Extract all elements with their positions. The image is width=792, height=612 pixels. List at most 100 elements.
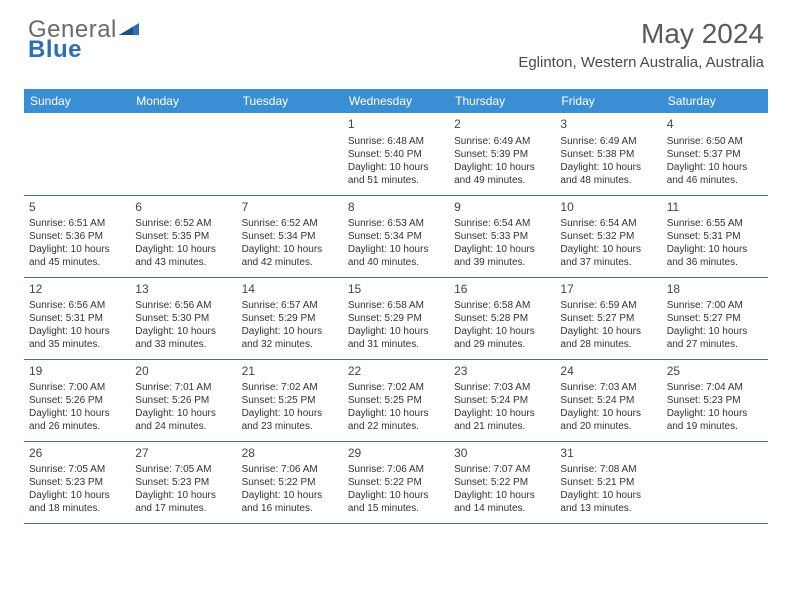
sunset-text: Sunset: 5:30 PM [135,312,231,325]
calendar-row: 5Sunrise: 6:51 AMSunset: 5:36 PMDaylight… [24,195,768,277]
calendar-row: 26Sunrise: 7:05 AMSunset: 5:23 PMDayligh… [24,441,768,523]
sunrise-text: Sunrise: 6:56 AM [135,299,231,312]
sunrise-text: Sunrise: 7:06 AM [242,463,338,476]
sunset-text: Sunset: 5:34 PM [242,230,338,243]
sunrise-text: Sunrise: 6:52 AM [242,217,338,230]
daylight-text-1: Daylight: 10 hours [667,407,763,420]
weekday-header: Saturday [662,89,768,113]
calendar-row: 12Sunrise: 6:56 AMSunset: 5:31 PMDayligh… [24,277,768,359]
daylight-text-1: Daylight: 10 hours [454,243,550,256]
daylight-text-2: and 49 minutes. [454,174,550,187]
calendar-day: 8Sunrise: 6:53 AMSunset: 5:34 PMDaylight… [343,195,449,277]
daylight-text-1: Daylight: 10 hours [348,407,444,420]
sunrise-text: Sunrise: 7:03 AM [560,381,656,394]
daylight-text-2: and 18 minutes. [29,502,125,515]
sunset-text: Sunset: 5:32 PM [560,230,656,243]
calendar-day: 4Sunrise: 6:50 AMSunset: 5:37 PMDaylight… [662,113,768,195]
daylight-text-2: and 19 minutes. [667,420,763,433]
daylight-text-1: Daylight: 10 hours [135,325,231,338]
calendar-day: 1Sunrise: 6:48 AMSunset: 5:40 PMDaylight… [343,113,449,195]
sunset-text: Sunset: 5:22 PM [454,476,550,489]
calendar-day: 23Sunrise: 7:03 AMSunset: 5:24 PMDayligh… [449,359,555,441]
sunrise-text: Sunrise: 7:02 AM [242,381,338,394]
day-number: 27 [135,446,231,462]
calendar-day: 12Sunrise: 6:56 AMSunset: 5:31 PMDayligh… [24,277,130,359]
sunset-text: Sunset: 5:24 PM [560,394,656,407]
sunset-text: Sunset: 5:34 PM [348,230,444,243]
day-number: 8 [348,200,444,216]
daylight-text-1: Daylight: 10 hours [29,243,125,256]
calendar-day: 14Sunrise: 6:57 AMSunset: 5:29 PMDayligh… [237,277,343,359]
calendar-row: 19Sunrise: 7:00 AMSunset: 5:26 PMDayligh… [24,359,768,441]
daylight-text-1: Daylight: 10 hours [348,489,444,502]
calendar-day: 30Sunrise: 7:07 AMSunset: 5:22 PMDayligh… [449,441,555,523]
sunrise-text: Sunrise: 7:05 AM [29,463,125,476]
daylight-text-2: and 40 minutes. [348,256,444,269]
sunrise-text: Sunrise: 6:53 AM [348,217,444,230]
daylight-text-2: and 27 minutes. [667,338,763,351]
sunrise-text: Sunrise: 6:54 AM [560,217,656,230]
daylight-text-1: Daylight: 10 hours [29,325,125,338]
calendar-day-empty [237,113,343,195]
calendar-day: 20Sunrise: 7:01 AMSunset: 5:26 PMDayligh… [130,359,236,441]
day-number: 11 [667,200,763,216]
sunrise-text: Sunrise: 6:49 AM [560,135,656,148]
day-number: 7 [242,200,338,216]
sunset-text: Sunset: 5:23 PM [667,394,763,407]
daylight-text-2: and 39 minutes. [454,256,550,269]
daylight-text-1: Daylight: 10 hours [560,161,656,174]
sunrise-text: Sunrise: 6:55 AM [667,217,763,230]
daylight-text-2: and 17 minutes. [135,502,231,515]
daylight-text-2: and 26 minutes. [29,420,125,433]
daylight-text-1: Daylight: 10 hours [348,243,444,256]
daylight-text-1: Daylight: 10 hours [242,325,338,338]
day-number: 28 [242,446,338,462]
sunset-text: Sunset: 5:38 PM [560,148,656,161]
daylight-text-1: Daylight: 10 hours [667,325,763,338]
sunset-text: Sunset: 5:31 PM [29,312,125,325]
sunset-text: Sunset: 5:36 PM [29,230,125,243]
day-number: 10 [560,200,656,216]
daylight-text-2: and 13 minutes. [560,502,656,515]
day-number: 4 [667,117,763,133]
day-number: 13 [135,282,231,298]
daylight-text-2: and 31 minutes. [348,338,444,351]
sunset-text: Sunset: 5:37 PM [667,148,763,161]
daylight-text-2: and 51 minutes. [348,174,444,187]
daylight-text-2: and 32 minutes. [242,338,338,351]
sunrise-text: Sunrise: 6:49 AM [454,135,550,148]
calendar-day: 25Sunrise: 7:04 AMSunset: 5:23 PMDayligh… [662,359,768,441]
sunrise-text: Sunrise: 6:52 AM [135,217,231,230]
sunrise-text: Sunrise: 6:58 AM [348,299,444,312]
day-number: 17 [560,282,656,298]
daylight-text-2: and 35 minutes. [29,338,125,351]
sunrise-text: Sunrise: 7:00 AM [29,381,125,394]
daylight-text-2: and 22 minutes. [348,420,444,433]
day-number: 30 [454,446,550,462]
weekday-header: Sunday [24,89,130,113]
calendar-row: 1Sunrise: 6:48 AMSunset: 5:40 PMDaylight… [24,113,768,195]
calendar-day: 26Sunrise: 7:05 AMSunset: 5:23 PMDayligh… [24,441,130,523]
sunrise-text: Sunrise: 7:04 AM [667,381,763,394]
day-number: 6 [135,200,231,216]
daylight-text-2: and 15 minutes. [348,502,444,515]
weekday-header: Monday [130,89,236,113]
daylight-text-1: Daylight: 10 hours [454,407,550,420]
sunset-text: Sunset: 5:35 PM [135,230,231,243]
sunset-text: Sunset: 5:26 PM [29,394,125,407]
sunset-text: Sunset: 5:39 PM [454,148,550,161]
daylight-text-1: Daylight: 10 hours [560,243,656,256]
calendar-day: 21Sunrise: 7:02 AMSunset: 5:25 PMDayligh… [237,359,343,441]
logo-triangle-icon [119,19,139,35]
day-number: 3 [560,117,656,133]
weekday-header: Wednesday [343,89,449,113]
calendar-table: SundayMondayTuesdayWednesdayThursdayFrid… [24,89,768,524]
daylight-text-1: Daylight: 10 hours [348,161,444,174]
daylight-text-2: and 36 minutes. [667,256,763,269]
sunset-text: Sunset: 5:23 PM [135,476,231,489]
daylight-text-1: Daylight: 10 hours [560,489,656,502]
calendar-day: 16Sunrise: 6:58 AMSunset: 5:28 PMDayligh… [449,277,555,359]
daylight-text-2: and 42 minutes. [242,256,338,269]
day-number: 5 [29,200,125,216]
weekday-header: Tuesday [237,89,343,113]
